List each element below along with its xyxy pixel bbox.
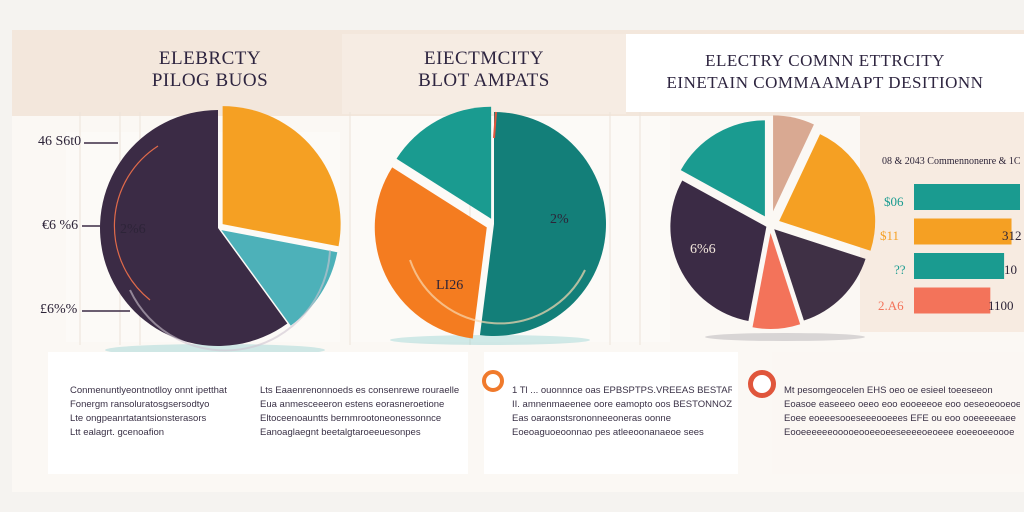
- note-line: Lte ongpeanrtatantsionsterasors: [70, 413, 207, 424]
- notes-box-2-col: 1 Tl ... ouonnnce oas EPBSPTPS.VREEAS BE…: [512, 384, 732, 440]
- chart2-title-line2: BLOT AMPATS: [418, 70, 550, 91]
- bar-category-1: $06: [884, 194, 904, 209]
- chart1-slice-purple: [99, 110, 288, 346]
- chart1-slice-orange: [222, 106, 341, 247]
- chart1-slice-label: 2%6: [120, 222, 146, 237]
- chart2-slice-teal: [479, 112, 606, 337]
- notes-box-2: 1 Tl ... ouonnnce oas EPBSPTPS.VREEAS BE…: [484, 352, 738, 474]
- chart3-slice-purple-left: [670, 180, 767, 322]
- bar-3: [914, 253, 1005, 279]
- bar-value-2: 312: [1002, 228, 1022, 243]
- chart2-pointer: [493, 111, 497, 139]
- chart1-title-line2: PILOG BUOS: [151, 70, 269, 91]
- chart1-highlight-arc: [129, 249, 331, 352]
- chart1-title: ELEBRCTY PILOG BUOS: [78, 34, 342, 114]
- chart3-title-line1: ELECTRY COMNN ETTRCITY: [705, 51, 945, 70]
- chart2-shadow: [390, 335, 590, 345]
- note-line: Eoeoaguoeoonnao pes atleeoonanaeoe sees: [512, 427, 704, 438]
- note-line: Lts Eaaenrenonnoeds es consenrewe rourae…: [260, 385, 460, 396]
- chart2-slice-label-orange: LI26: [436, 278, 464, 293]
- note-line: Eas oaraonstsrononneeoneras oonne: [512, 413, 671, 424]
- chart1-axis-label-bottom: £6%%: [40, 302, 78, 317]
- chart2-title-line1: EIECTMCITY: [423, 48, 545, 69]
- chart3-slice-orange: [779, 134, 876, 251]
- bar-category-3: ??: [894, 262, 906, 277]
- bar-4: [914, 287, 991, 314]
- note-line: Fonergm ransoluratosgsersodtyo: [70, 399, 210, 410]
- chart1-slice-teal: [221, 230, 338, 326]
- notes-box-1-col1: Conmenuntlyeontnotlloy onnt ipetthat Fon…: [70, 384, 270, 440]
- chart3-slice-label: 6%6: [690, 242, 716, 257]
- note-line: Mt pesomgeocelen EHS oeo oe esieel toees…: [784, 385, 993, 396]
- chart3-shadow: [705, 333, 865, 341]
- chart1-title-line1: ELEBRCTY: [158, 48, 262, 69]
- ring-bullet-icon: [748, 370, 776, 398]
- note-line: Eanoaglaegnt beetalgtaroeeuesonpes: [260, 427, 421, 438]
- note-line: Eoee eoeeesooeseeeooeees EFE ou eoo ooee…: [784, 413, 1016, 424]
- chart3-slice-tan: [773, 115, 814, 212]
- notes-box-3: Mt pesomgeocelen EHS oeo oe esieel toees…: [772, 352, 1024, 474]
- ring-bullet-icon: [482, 370, 504, 392]
- chart1-axis-label-top: 46 S6t0: [38, 134, 82, 149]
- bar-chart: [914, 184, 1020, 314]
- bar-chart-title: 08 & 2043 Commennonenre & 1C: [882, 156, 1021, 167]
- chart3-slice-purple-right: [774, 229, 866, 321]
- notes-box-1: Conmenuntlyeontnotlloy onnt ipetthat Fon…: [48, 352, 468, 474]
- note-line: 1 Tl ... ouonnnce oas EPBSPTPS.VREEAS BE…: [512, 385, 732, 396]
- note-line: Eooeeeeeeooooeooeeoeeseeeeoeoeee eoeeoee…: [784, 427, 1015, 438]
- chart1-accent-arc: [113, 145, 159, 301]
- chart2-slice-label-teal: 2%: [550, 212, 569, 227]
- note-line: Eoasoe easeeeo oeeo eoo eooeeeoe eoo oes…: [784, 399, 1020, 410]
- note-line: Eua anmesceeeron estens eorasneroetione: [260, 399, 445, 410]
- chart1-axis-label-mid: €6 %6: [42, 218, 79, 233]
- bar-2: [914, 218, 1012, 245]
- chart3-title: ELECTRY COMNN ETTRCITY EINETAIN COMMAAMA…: [626, 34, 1024, 112]
- chart2-slice-green: [396, 106, 492, 219]
- notes-box-1-col2: Lts Eaaenrenonnoeds es consenrewe rourae…: [260, 384, 460, 440]
- bar-value-3: 10: [1004, 262, 1017, 277]
- bar-category-2: $11: [880, 228, 900, 243]
- bar-category-4: 2.A6: [878, 298, 904, 313]
- chart2-slice-orange: [374, 167, 487, 339]
- chart3-slice-teal: [680, 120, 765, 217]
- bar-value-4: 1100: [988, 298, 1014, 313]
- chart2-title: EIECTMCITY BLOT AMPATS: [342, 34, 626, 114]
- chart3-title-line2: EINETAIN COMMAAMAPT DESITIONN: [666, 73, 984, 92]
- note-line: Conmenuntlyeontnotlloy onnt ipetthat: [70, 385, 227, 396]
- chart3-slice-coral: [752, 232, 801, 329]
- note-line: Eltoceenoauntts bernmrootoneonessonnce: [260, 413, 442, 424]
- chart2-highlight-arc: [409, 259, 586, 325]
- notes-box-3-col: Mt pesomgeocelen EHS oeo oe esieel toees…: [784, 384, 1020, 440]
- pie-chart-1: [99, 106, 341, 352]
- pie-chart-3: [670, 115, 876, 329]
- note-line: Ltt ealagrt. gcenoafion: [70, 427, 165, 438]
- note-line: II. amnenmaeenee oore eamopto oos BESTON…: [512, 399, 732, 410]
- pie-chart-2: [374, 106, 606, 339]
- bar-1: [914, 184, 1020, 210]
